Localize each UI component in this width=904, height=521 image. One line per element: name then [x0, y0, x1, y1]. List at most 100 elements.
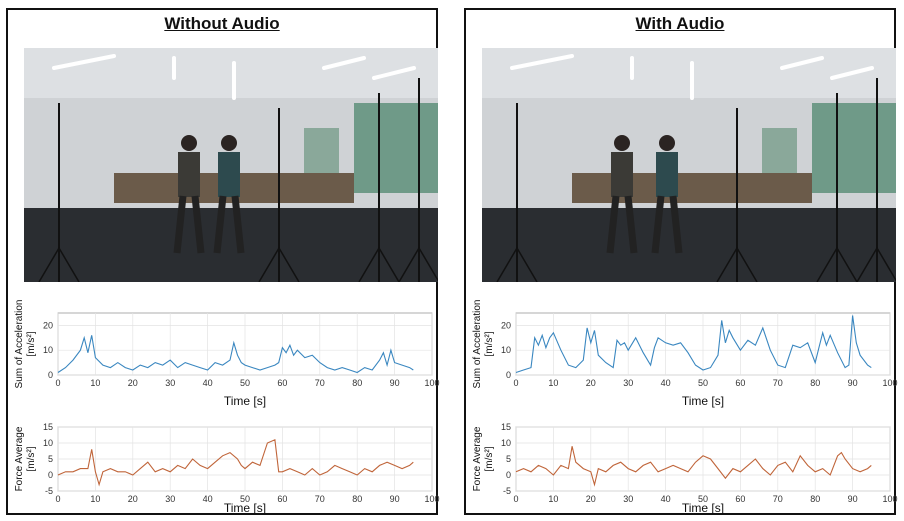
x-tick-label: 50 [240, 378, 250, 388]
series-line [57, 335, 414, 374]
photo-scene [482, 48, 896, 282]
y-tick-label: 20 [43, 320, 53, 330]
x-tick-label: 20 [128, 494, 138, 504]
x-tick-label: 90 [848, 494, 858, 504]
x-tick-label: 80 [352, 494, 362, 504]
y-tick-label: 10 [501, 345, 511, 355]
camera-tripod-leg [836, 247, 858, 282]
dancer-torso [611, 152, 633, 197]
x-tick-label: 80 [810, 378, 820, 388]
camera-tripod-leg [716, 247, 738, 282]
x-tick-label: 60 [277, 494, 287, 504]
acceleration-chart: 0 10 20 30 40 50 60 70 80 90 100 0 10 20 Time [s] Sum o… [14, 300, 440, 408]
x-tick-label: 60 [277, 378, 287, 388]
dancer-leg [669, 195, 683, 254]
scene-photo [24, 48, 438, 282]
series-line [515, 315, 872, 374]
y-tick-label: -5 [45, 486, 53, 496]
dancer-leg [651, 195, 665, 254]
dancer-leg [231, 195, 245, 254]
x-tick-label: 80 [352, 378, 362, 388]
dancer-torso [218, 152, 240, 197]
y-tick-label: 10 [43, 438, 53, 448]
window-blinds-small [762, 128, 797, 178]
dancer-torso [656, 152, 678, 197]
panel-without-audio: Without Audio 0 10 20 30 40 50 60 70 80 90 100 0 10 2… [6, 8, 440, 515]
x-tick-label: 10 [548, 378, 558, 388]
x-tick-label: 20 [128, 378, 138, 388]
x-tick-label: 100 [424, 378, 439, 388]
x-tick-label: 50 [698, 494, 708, 504]
y-tick-label: 20 [501, 320, 511, 330]
floor [24, 208, 438, 282]
x-tick-label: 100 [424, 494, 439, 504]
y-tick-label: 0 [48, 370, 53, 380]
x-axis-label: Time [s] [224, 394, 266, 408]
x-tick-label: 80 [810, 494, 820, 504]
y-axis-label: Force Average [14, 426, 25, 491]
x-tick-label: 70 [773, 494, 783, 504]
y-tick-label: 0 [506, 370, 511, 380]
camera-tripod-leg [856, 247, 878, 282]
y-tick-label: 10 [43, 345, 53, 355]
y-axis-label: [m/s²] [26, 446, 37, 471]
x-axis-label: Time [s] [682, 394, 724, 408]
x-tick-label: 40 [203, 378, 213, 388]
x-tick-label: 10 [548, 494, 558, 504]
x-tick-label: 100 [882, 378, 897, 388]
dancer-leg [624, 195, 638, 254]
x-tick-label: 0 [513, 378, 518, 388]
y-tick-label: 15 [43, 422, 53, 432]
x-tick-label: 100 [882, 494, 897, 504]
dancer-torso [178, 152, 200, 197]
y-tick-label: 0 [506, 470, 511, 480]
x-axis-label: Time [s] [682, 501, 724, 515]
ceiling-light [510, 54, 574, 70]
dancer-leg [173, 195, 187, 254]
y-axis-label: [m/s²] [484, 446, 495, 471]
window-blinds [812, 103, 896, 193]
y-tick-label: -5 [503, 486, 511, 496]
dancer-head [659, 135, 675, 151]
window-blinds [354, 103, 438, 193]
x-tick-label: 90 [390, 378, 400, 388]
y-tick-label: 10 [501, 438, 511, 448]
x-tick-label: 10 [90, 494, 100, 504]
y-tick-label: 5 [48, 454, 53, 464]
camera-tripod-leg [58, 247, 80, 282]
dancer-head [181, 135, 197, 151]
x-tick-label: 40 [203, 494, 213, 504]
floor [482, 208, 896, 282]
x-tick-label: 90 [390, 494, 400, 504]
dancer-leg [213, 195, 227, 254]
x-tick-label: 30 [623, 494, 633, 504]
x-tick-label: 50 [698, 378, 708, 388]
x-tick-label: 10 [90, 378, 100, 388]
x-tick-label: 20 [586, 378, 596, 388]
y-tick-label: 5 [506, 454, 511, 464]
dancer-head [221, 135, 237, 151]
series-line [57, 439, 414, 487]
window-blinds-small [304, 128, 339, 178]
x-tick-label: 30 [165, 494, 175, 504]
y-tick-label: 0 [48, 470, 53, 480]
camera-tripod-leg [418, 247, 438, 282]
ceiling-light [322, 56, 366, 70]
camera-tripod-leg [38, 247, 60, 282]
camera-tripod-leg [516, 247, 538, 282]
y-tick-label: 15 [501, 422, 511, 432]
camera-tripod-leg [816, 247, 838, 282]
camera-tripod-leg [398, 247, 420, 282]
x-tick-label: 60 [735, 378, 745, 388]
x-tick-label: 20 [586, 494, 596, 504]
x-tick-label: 40 [661, 494, 671, 504]
ceiling-light [52, 54, 116, 70]
dancer-head [614, 135, 630, 151]
y-axis-label: [m/s²] [26, 331, 37, 356]
x-tick-label: 0 [513, 494, 518, 504]
x-tick-label: 30 [623, 378, 633, 388]
x-tick-label: 0 [55, 494, 60, 504]
